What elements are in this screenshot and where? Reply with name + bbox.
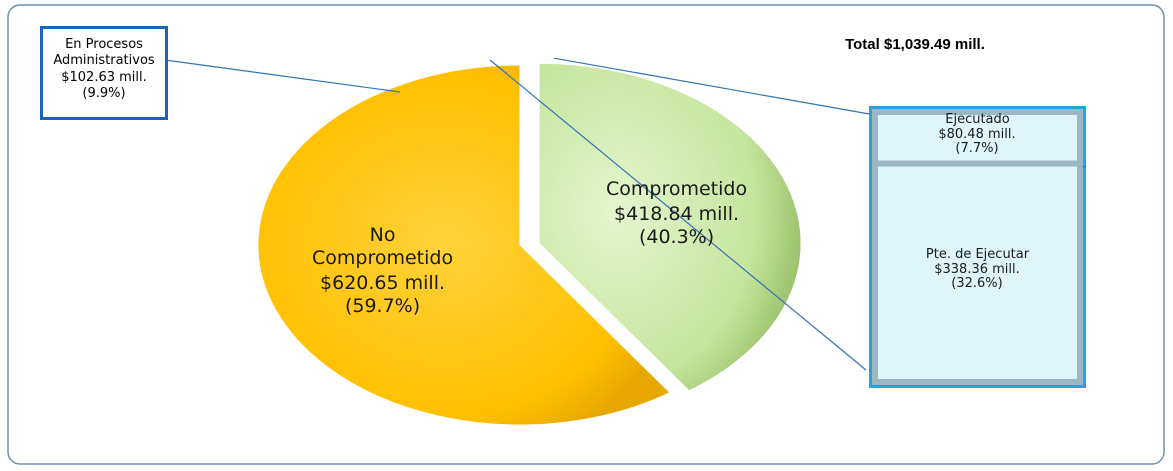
leader-line (489, 59, 867, 371)
segment-value-label: $80.48 mill. (7.7%) (938, 126, 1016, 157)
segment-value-label: $338.36 mill. (32.6%) (934, 261, 1020, 292)
segment-label: Ejecutado (945, 111, 1010, 127)
slice-label: No Comprometido (311, 224, 454, 269)
pie-slice (257, 64, 671, 426)
chart-title: Total $1,039.49 mill. (845, 36, 985, 53)
pie-slice (538, 62, 802, 392)
bar-frame (869, 106, 1086, 388)
leader-line (164, 59, 401, 93)
annotation: En Procesos Administrativos $102.63 mill… (40, 26, 168, 120)
slice-label: Comprometido (605, 178, 748, 201)
segment-label: Pte. de Ejecutar (925, 246, 1030, 262)
slice-value-label: $620.65 mill. (59.7%) (320, 272, 446, 317)
slice-value-label: $418.84 mill. (40.3%) (614, 203, 740, 248)
leader-line (553, 57, 876, 116)
bar-segment (872, 160, 1083, 385)
